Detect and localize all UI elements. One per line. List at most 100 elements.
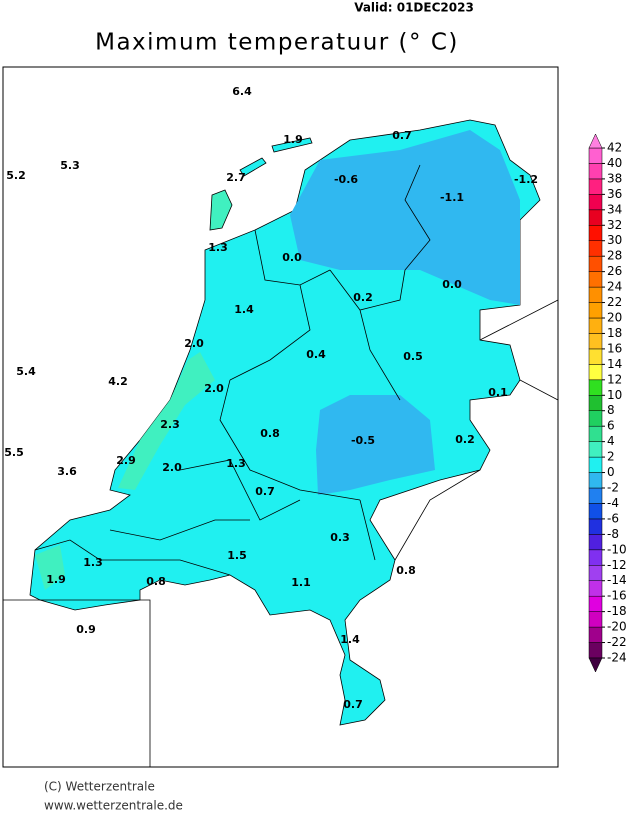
legend-band <box>588 178 603 195</box>
legend-band <box>588 317 603 334</box>
legend-tick-label: -18 <box>607 604 627 618</box>
legend-tick-label: 4 <box>607 434 615 448</box>
legend-tick-label: 18 <box>607 326 622 340</box>
station-value: 0.8 <box>396 564 416 577</box>
legend-tick-label: -2 <box>607 481 619 495</box>
color-legend: -24-22-20-18-16-14-12-10-8-6-4-202468101… <box>588 133 627 673</box>
station-value: 6.4 <box>232 85 252 98</box>
legend-tick-label: -8 <box>607 527 619 541</box>
legend-band <box>588 395 603 411</box>
station-value: -1.2 <box>514 173 538 186</box>
station-value: 0.0 <box>442 278 462 291</box>
station-value: -0.5 <box>351 434 375 447</box>
legend-band <box>588 441 603 458</box>
legend-band <box>588 425 603 442</box>
station-value: 0.1 <box>488 386 508 399</box>
legend-tick-label: 22 <box>607 295 622 309</box>
legend-band <box>588 410 603 427</box>
legend-band <box>588 302 603 319</box>
legend-tick-label: 2 <box>607 450 615 464</box>
legend-arrow-low <box>588 657 603 673</box>
legend-band <box>588 456 603 473</box>
legend-tick-label: -4 <box>607 496 619 510</box>
station-value: 0.7 <box>343 698 363 711</box>
station-value: 1.1 <box>291 576 311 589</box>
station-value: 2.0 <box>204 382 224 395</box>
station-value: 1.3 <box>83 556 103 569</box>
legend-tick-label: 8 <box>607 403 615 417</box>
station-value: 3.6 <box>57 465 77 478</box>
legend-band <box>588 565 603 581</box>
station-value: 0.8 <box>146 575 166 588</box>
station-value: 0.7 <box>392 129 412 142</box>
legend-tick-label: -16 <box>607 589 627 603</box>
legend-tick-label: 42 <box>607 141 622 155</box>
station-value: 1.4 <box>234 303 254 316</box>
region-warm-zeeland <box>35 545 65 590</box>
legend-tick-label: 40 <box>607 156 622 170</box>
station-value: 0.8 <box>260 427 280 440</box>
legend-band <box>588 147 603 164</box>
station-value: 5.4 <box>16 365 36 378</box>
station-value: 1.4 <box>340 633 360 646</box>
station-value: -0.6 <box>334 173 358 186</box>
legend-band <box>588 534 603 551</box>
legend-tick-label: 30 <box>607 233 622 247</box>
legend-tick-label: -24 <box>607 651 627 665</box>
station-value: 0.2 <box>455 433 475 446</box>
legend-tick-label: 32 <box>607 218 622 232</box>
legend-band <box>588 626 603 643</box>
stations: 6.4 5.3 5.2 1.9 0.7 2.7 -0.6 -1.1 -1.2 1.3 0.0 0.2 0… <box>4 85 538 711</box>
legend-tick-label: -12 <box>607 558 627 572</box>
station-value: 0.3 <box>330 531 350 544</box>
website: www.wetterzentrale.de <box>44 799 183 813</box>
legend-band <box>588 595 603 612</box>
legend-band <box>588 580 603 597</box>
legend-tick-label: -6 <box>607 511 619 525</box>
legend-band <box>588 518 603 535</box>
station-value: 1.9 <box>46 573 66 586</box>
station-value: 2.0 <box>162 461 182 474</box>
legend-arrow-high <box>588 133 603 149</box>
island-vlieland <box>239 157 267 177</box>
legend-band <box>588 255 603 272</box>
legend-tick-label: -20 <box>607 620 627 634</box>
legend-band <box>588 209 603 226</box>
station-value: 1.5 <box>227 549 247 562</box>
station-value: -1.1 <box>440 191 464 204</box>
legend-band <box>588 611 603 628</box>
legend-tick-label: 38 <box>607 171 622 185</box>
legend-tick-label: -22 <box>607 635 627 649</box>
legend-tick-label: 16 <box>607 341 622 355</box>
legend-band <box>588 472 603 489</box>
station-value: 0.9 <box>76 623 96 636</box>
legend-tick-label: 36 <box>607 187 622 201</box>
legend-tick-label: 6 <box>607 419 615 433</box>
legend-band <box>588 549 603 566</box>
legend-tick-label: 0 <box>607 465 615 479</box>
station-value: 1.3 <box>208 241 228 254</box>
legend-band <box>588 225 603 241</box>
legend-band <box>588 348 603 365</box>
borders <box>3 164 559 767</box>
station-value: 0.5 <box>403 350 423 363</box>
legend-band <box>588 642 603 659</box>
station-value: 5.2 <box>6 169 26 182</box>
legend-tick-label: 28 <box>607 249 622 263</box>
copyright: (C) Wetterzentrale <box>44 780 155 794</box>
station-value: 2.9 <box>116 454 136 467</box>
legend-tick-label: -10 <box>607 542 627 556</box>
legend-tick-label: 10 <box>607 388 622 402</box>
valid-date: Valid: 01DEC2023 <box>354 1 474 15</box>
legend-tick-label: 34 <box>607 202 622 216</box>
station-value: 0.7 <box>255 485 275 498</box>
station-value: 5.3 <box>60 159 80 172</box>
station-value: 2.7 <box>226 171 246 184</box>
land-cyan <box>29 119 541 726</box>
station-value: 0.4 <box>306 348 326 361</box>
legend-tick-label: 14 <box>607 357 622 371</box>
legend-band <box>588 487 603 504</box>
station-value: 2.0 <box>184 337 204 350</box>
